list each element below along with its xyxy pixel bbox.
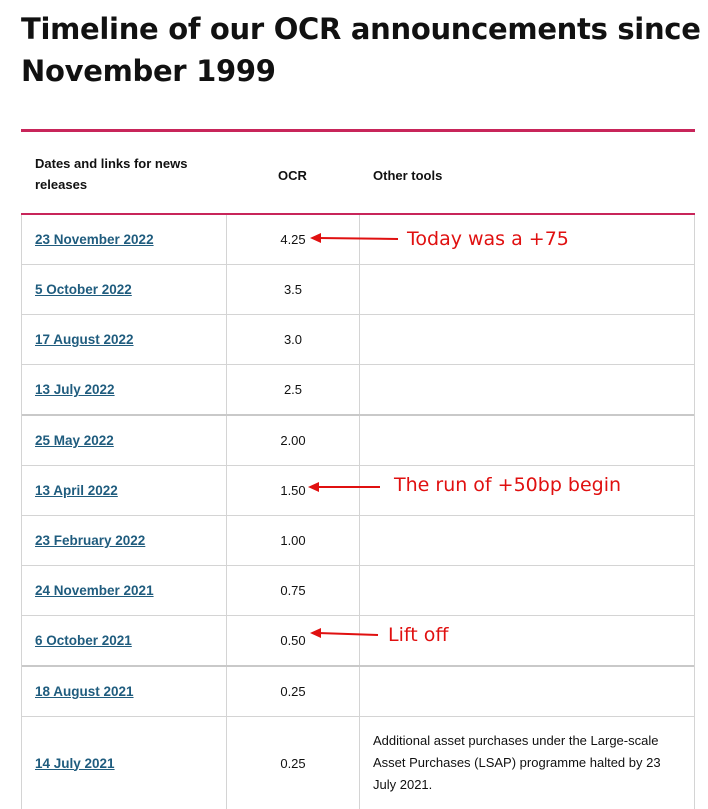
date-cell: 17 August 2022 [22, 315, 227, 364]
annotation-label: Lift off [388, 624, 449, 646]
column-header-date: Dates and links for news releases [35, 156, 188, 192]
ocr-value: 1.00 [227, 516, 360, 565]
annotation-arrow-1 [310, 233, 399, 243]
ocr-value: 0.50 [227, 616, 360, 665]
news-release-link[interactable]: 5 October 2022 [35, 282, 132, 297]
table-top-rule [21, 129, 695, 132]
page-title-line-1: Timeline of our OCR announcements since [21, 12, 701, 46]
ocr-value: 2.5 [227, 365, 360, 414]
news-release-link[interactable]: 25 May 2022 [35, 433, 114, 448]
other-tools-cell [359, 265, 694, 314]
news-release-link[interactable]: 24 November 2021 [35, 583, 154, 598]
date-cell: 13 April 2022 [22, 466, 227, 515]
news-release-link[interactable]: 13 April 2022 [35, 483, 118, 498]
date-cell: 18 August 2021 [22, 667, 227, 716]
table-row: 5 October 2022 3.5 [22, 265, 694, 315]
news-release-link[interactable]: 23 November 2022 [35, 232, 154, 247]
ocr-value: 0.25 [227, 667, 360, 716]
table-row: 6 October 2021 0.50 [22, 616, 694, 667]
column-header-ocr: OCR [278, 168, 307, 183]
table-row: 23 February 2022 1.00 [22, 516, 694, 566]
date-cell: 13 July 2022 [22, 365, 227, 414]
annotation-label: The run of +50bp begin [394, 474, 622, 496]
table-header: Dates and links for news releases OCR Ot… [21, 132, 695, 215]
news-release-link[interactable]: 14 July 2021 [35, 755, 115, 771]
table-row: 13 April 2022 1.50 [22, 466, 694, 516]
ocr-value: 0.25 [227, 717, 360, 809]
table-row: 18 August 2021 0.25 [22, 667, 694, 717]
ocr-value: 3.0 [227, 315, 360, 364]
other-tools-cell [359, 365, 694, 414]
other-tools-cell [359, 416, 694, 465]
annotation-arrow-3 [310, 628, 379, 638]
page-title-line-2: November 1999 [21, 54, 276, 88]
table-row: 17 August 2022 3.0 [22, 315, 694, 365]
table-row: 25 May 2022 2.00 [22, 416, 694, 466]
date-cell: 23 November 2022 [22, 215, 227, 264]
date-cell: 6 October 2021 [22, 616, 227, 665]
news-release-link[interactable]: 18 August 2021 [35, 684, 134, 699]
other-tools-cell [359, 566, 694, 615]
ocr-timeline-table: Dates and links for news releases OCR Ot… [21, 129, 695, 809]
other-tools-cell: Additional asset purchases under the Lar… [373, 733, 661, 792]
column-header-other-tools: Other tools [373, 168, 443, 183]
table-row: 24 November 2021 0.75 [22, 566, 694, 616]
news-release-link[interactable]: 23 February 2022 [35, 533, 146, 548]
other-tools-cell [359, 516, 694, 565]
table-body: 23 November 2022 4.25 5 October 2022 3.5… [21, 215, 695, 809]
table-row: 14 July 2021 0.25 Additional asset purch… [22, 717, 694, 809]
date-cell: 14 July 2021 [22, 717, 227, 809]
ocr-value: 2.00 [227, 416, 360, 465]
news-release-link[interactable]: 6 October 2021 [35, 633, 132, 648]
date-cell: 25 May 2022 [22, 416, 227, 465]
annotation-arrow-2 [308, 482, 380, 492]
page-title: Timeline of our OCR announcements since … [21, 8, 708, 92]
ocr-value: 3.5 [227, 265, 360, 314]
date-cell: 5 October 2022 [22, 265, 227, 314]
other-tools-cell [359, 667, 694, 716]
date-cell: 23 February 2022 [22, 516, 227, 565]
other-tools-cell [359, 315, 694, 364]
table-row: 13 July 2022 2.5 [22, 365, 694, 416]
table-row: 23 November 2022 4.25 [22, 215, 694, 265]
annotation-label: Today was a +75 [407, 228, 569, 250]
date-cell: 24 November 2021 [22, 566, 227, 615]
ocr-value: 1.50 [227, 466, 360, 515]
news-release-link[interactable]: 17 August 2022 [35, 332, 134, 347]
ocr-value: 0.75 [227, 566, 360, 615]
news-release-link[interactable]: 13 July 2022 [35, 382, 115, 397]
